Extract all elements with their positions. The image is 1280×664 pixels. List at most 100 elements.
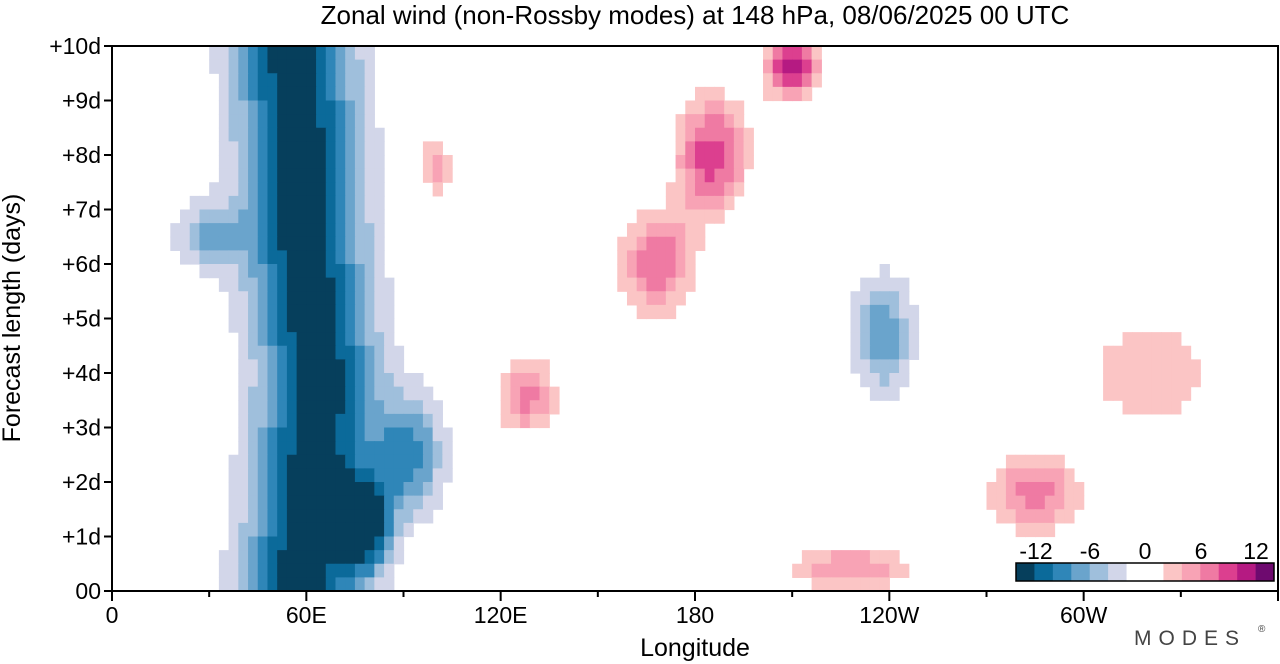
field-cell — [296, 454, 307, 469]
field-cell — [248, 482, 259, 497]
field-cell — [520, 386, 531, 401]
field-cell — [296, 509, 307, 524]
field-cell — [296, 291, 307, 306]
field-cell — [316, 332, 327, 347]
field-cell — [617, 277, 628, 292]
field-cell — [325, 86, 337, 102]
field-cell — [296, 277, 307, 292]
field-cell — [180, 223, 191, 238]
field-cell — [782, 73, 793, 88]
field-cell — [335, 127, 346, 142]
field-cell — [238, 373, 249, 388]
field-cell — [277, 359, 288, 374]
field-cell — [257, 509, 269, 524]
field-cell — [374, 264, 385, 279]
field-cell — [286, 86, 298, 102]
field-cell — [374, 522, 385, 538]
field-cell — [228, 141, 239, 156]
field-cell — [277, 114, 288, 129]
field-cell — [248, 100, 259, 115]
field-cell — [422, 155, 434, 170]
field-cell — [325, 359, 337, 374]
field-cell — [850, 332, 861, 347]
field-cell — [413, 413, 424, 429]
field-cell — [821, 563, 832, 578]
field-cell — [1132, 359, 1143, 374]
field-cell — [267, 304, 278, 320]
colorbar-swatch — [1052, 563, 1072, 581]
field-cell — [704, 100, 716, 115]
field-cell — [665, 223, 677, 238]
field-cell — [277, 495, 288, 510]
colorbar-swatch — [1200, 563, 1220, 581]
field-cell — [345, 195, 356, 211]
field-cell — [899, 373, 910, 388]
field-cell — [277, 223, 288, 238]
field-cell — [908, 304, 920, 320]
field-cell — [656, 236, 667, 251]
field-cell — [238, 155, 249, 170]
field-cell — [316, 482, 327, 497]
field-cell — [296, 141, 307, 156]
field-cell — [1151, 359, 1162, 374]
field-cell — [1103, 359, 1114, 374]
field-cell — [335, 100, 346, 115]
field-cell — [218, 168, 230, 183]
field-cell — [1151, 345, 1162, 360]
field-cell — [354, 209, 366, 224]
field-cell — [520, 400, 531, 415]
field-cell — [267, 100, 278, 115]
field-cell — [695, 114, 706, 129]
field-cell — [306, 209, 317, 224]
field-cell — [325, 141, 337, 156]
field-cell — [695, 209, 706, 224]
field-cell — [267, 250, 278, 265]
field-cell — [238, 413, 249, 429]
field-cell — [316, 168, 327, 183]
field-cell — [656, 223, 667, 238]
field-cell — [277, 386, 288, 401]
field-cell — [238, 195, 249, 211]
field-cell — [325, 291, 337, 306]
field-cell — [782, 46, 793, 61]
field-cell — [170, 236, 181, 251]
field-cell — [636, 236, 648, 251]
field-cell — [733, 100, 745, 115]
y-axis-ticks: 00 +1d +2d +3d +4d +5d +6d +7d +8d +9d +10d — [49, 33, 112, 604]
field-cell — [656, 304, 667, 320]
field-cell — [384, 495, 395, 510]
field-cell — [325, 454, 337, 469]
field-cell — [1171, 386, 1182, 401]
field-cell — [354, 413, 366, 429]
field-cell — [325, 413, 337, 429]
field-cell — [393, 413, 405, 429]
field-cell — [393, 550, 405, 565]
field-cell — [811, 550, 822, 565]
field-cell — [1141, 373, 1153, 388]
field-cell — [267, 73, 278, 88]
field-cell — [267, 127, 278, 142]
field-cell — [354, 373, 366, 388]
field-cell — [714, 141, 725, 156]
field-cell — [374, 577, 385, 592]
field-cell — [1122, 386, 1133, 401]
field-cell — [316, 182, 327, 197]
field-cell — [704, 209, 716, 224]
field-cell — [267, 482, 278, 497]
field-cell — [354, 468, 366, 483]
field-cell — [850, 318, 861, 333]
field-cell — [316, 73, 327, 88]
field-cell — [257, 86, 269, 102]
field-cell — [209, 46, 220, 61]
field-cell — [374, 345, 385, 360]
field-cell — [277, 468, 288, 483]
field-cell — [354, 482, 366, 497]
field-cell — [354, 509, 366, 524]
field-cell — [345, 522, 356, 538]
field-cell — [413, 468, 424, 483]
field-cell — [238, 277, 249, 292]
field-cell — [384, 413, 395, 429]
field-cell — [238, 482, 249, 497]
field-cell — [384, 373, 395, 388]
field-cell — [695, 100, 706, 115]
